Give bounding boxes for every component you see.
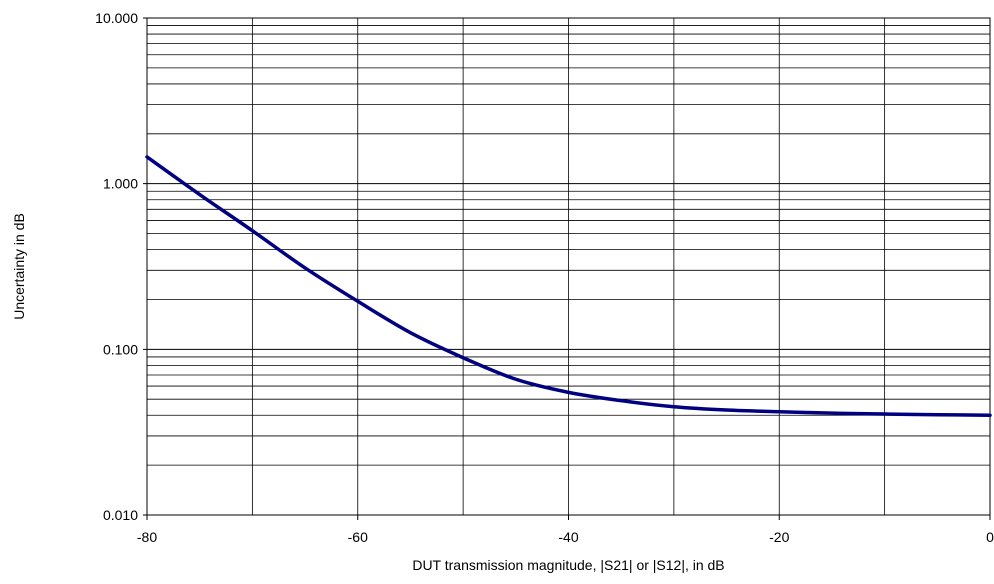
x-tick-label: -60 [348, 529, 368, 545]
y-tick-label: 10.000 [95, 10, 138, 26]
series-layer [145, 155, 992, 418]
plot-border [146, 17, 991, 516]
x-tick-label: -20 [769, 529, 789, 545]
x-tick-labels: -80 -60 -40 -20 0 [137, 529, 994, 545]
x-tick-label: -40 [558, 529, 578, 545]
y-tick-labels: 0.010 0.100 1.000 10.000 [95, 10, 138, 523]
y-tick-label: 1.000 [103, 176, 138, 192]
y-tick-label: 0.010 [103, 507, 138, 523]
x-axis-title: DUT transmission magnitude, |S21| or |S1… [412, 557, 724, 573]
y-axis-title: Uncertainty in dB [11, 213, 27, 320]
x-tick-label: 0 [986, 529, 994, 545]
x-tick-label: -80 [137, 529, 157, 545]
y-tick-label: 0.100 [103, 341, 138, 357]
series-line-0 [145, 155, 992, 418]
